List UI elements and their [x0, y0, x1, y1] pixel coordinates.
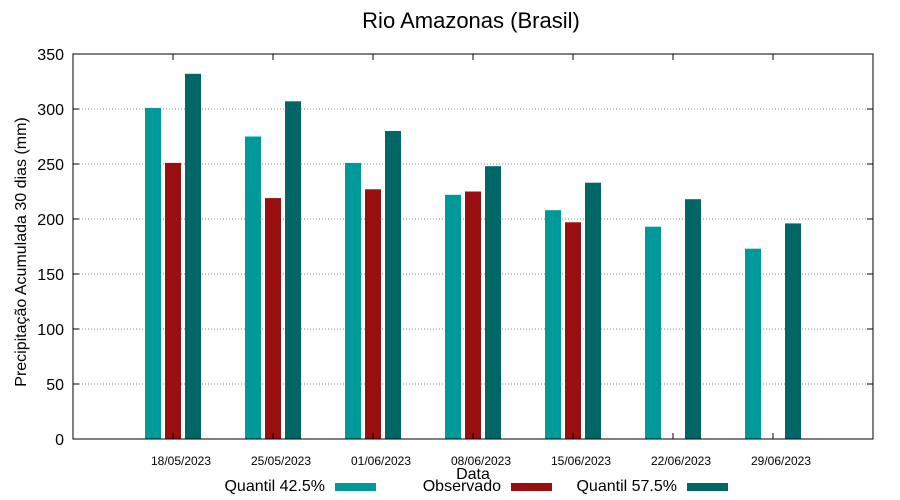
- bar-observado-1: [265, 198, 281, 439]
- y-tick-label: 0: [55, 432, 64, 449]
- bar-quantil-57-5--5: [685, 199, 701, 439]
- bar-observado-4: [565, 222, 581, 439]
- legend-label: Quantil 42.5%: [224, 478, 325, 495]
- y-tick-label: 50: [46, 377, 64, 394]
- bar-quantil-42-5--2: [345, 162, 361, 439]
- x-tick-label: 22/06/2023: [651, 454, 711, 468]
- y-tick-label: 350: [37, 47, 64, 64]
- bar-observado-2: [365, 189, 381, 439]
- y-tick-label: 100: [37, 322, 64, 339]
- legend-label: Observado: [423, 478, 501, 495]
- bar-quantil-57-5--6: [785, 223, 801, 439]
- x-tick-label: 29/06/2023: [751, 454, 811, 468]
- legend-swatch: [511, 483, 552, 491]
- y-tick-label: 300: [37, 102, 64, 119]
- x-tick-label: 08/06/2023: [451, 454, 511, 468]
- y-tick-label: 200: [37, 212, 64, 229]
- legend-swatch: [687, 483, 728, 491]
- legend-swatch: [335, 483, 376, 491]
- y-axis-ticks: 0 50 100 150 200 250 300 350: [37, 47, 873, 449]
- x-axis-label: Data: [456, 466, 490, 483]
- x-axis-ticks: 18/05/2023 25/05/2023 01/06/2023 08/06/2023…: [151, 54, 811, 468]
- bar-quantil-42-5--1: [245, 136, 261, 439]
- bars: [145, 73, 801, 440]
- bar-quantil-57-5--1: [285, 101, 301, 440]
- bar-quantil-57-5--0: [185, 73, 201, 440]
- y-axis-label: Precipitação Acumulada 30 dias (mm): [13, 117, 30, 386]
- y-tick-label: 250: [37, 157, 64, 174]
- chart-title: Rio Amazonas (Brasil): [362, 8, 580, 33]
- y-tick-label: 150: [37, 267, 64, 284]
- bar-quantil-42-5--5: [645, 226, 661, 439]
- x-tick-label: 25/05/2023: [251, 454, 311, 468]
- bar-quantil-57-5--3: [485, 166, 501, 439]
- bar-quantil-57-5--4: [585, 182, 601, 439]
- bar-quantil-42-5--4: [545, 210, 561, 439]
- bar-quantil-42-5--0: [145, 107, 161, 440]
- bar-quantil-42-5--6: [745, 248, 761, 439]
- bar-observado-3: [465, 191, 481, 439]
- legend-label: Quantil 57.5%: [576, 478, 677, 495]
- bar-quantil-57-5--2: [385, 131, 401, 439]
- x-tick-label: 15/06/2023: [551, 454, 611, 468]
- x-tick-label: 01/06/2023: [351, 454, 411, 468]
- legend: Quantil 42.5% Observado Quantil 57.5%: [224, 478, 728, 495]
- bar-quantil-42-5--3: [445, 194, 461, 439]
- x-tick-label: 18/05/2023: [151, 454, 211, 468]
- bar-observado-0: [165, 162, 181, 439]
